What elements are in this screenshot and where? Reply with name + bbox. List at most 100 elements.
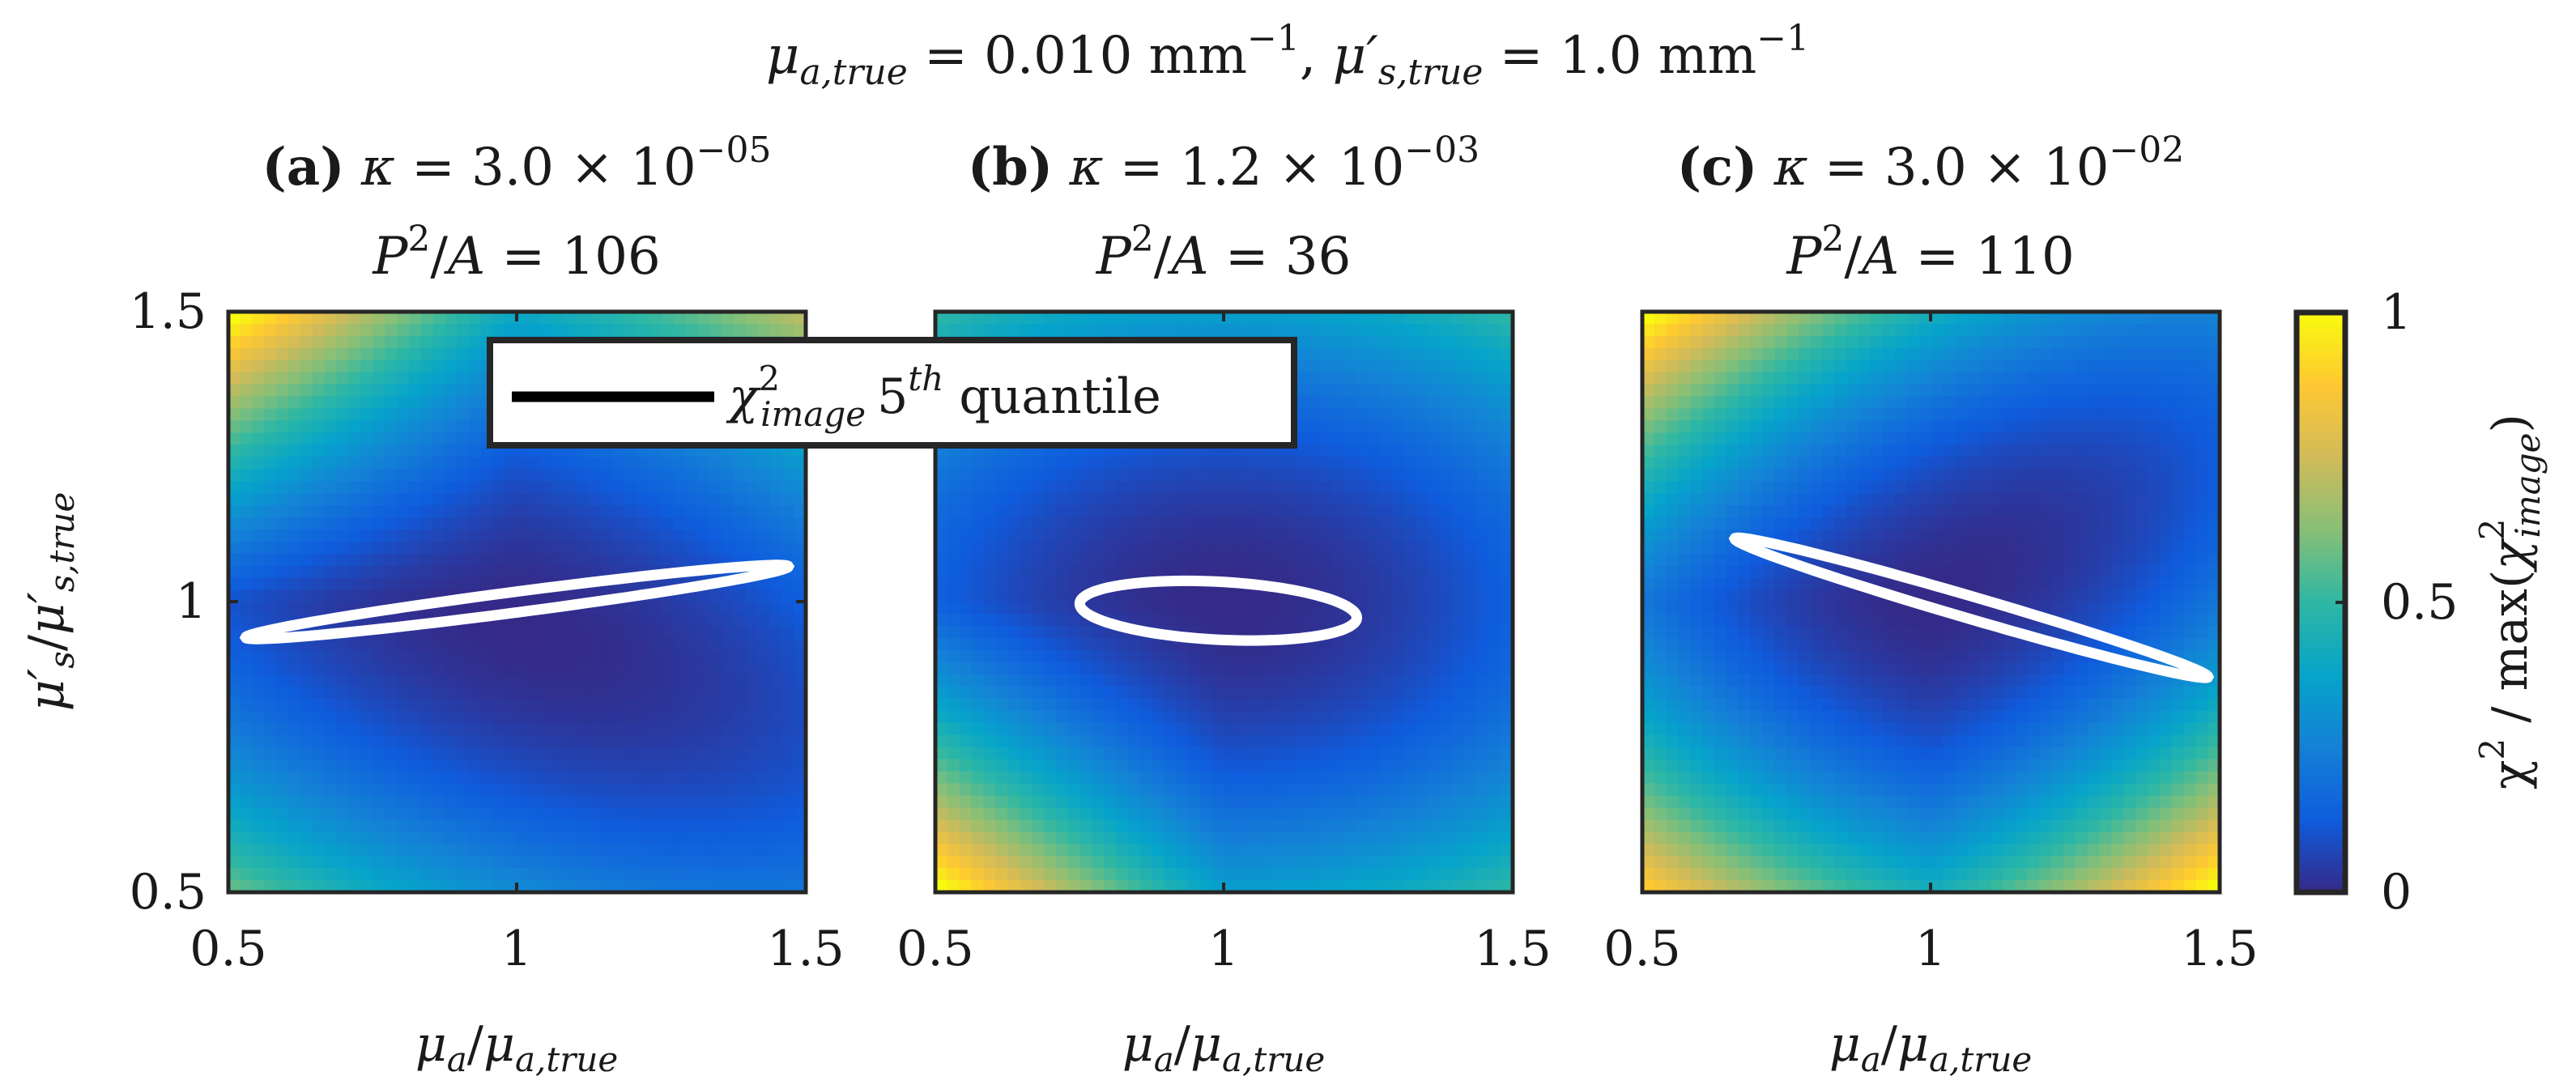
heatmap-cell	[276, 481, 290, 494]
heatmap-cell	[769, 626, 783, 640]
heatmap-cell	[1368, 541, 1382, 555]
heatmap-cell	[1079, 722, 1092, 736]
heatmap-cell	[1248, 553, 1261, 567]
heatmap-cell	[613, 481, 626, 494]
heatmap-cell	[1224, 541, 1237, 555]
heatmap-cell	[995, 577, 1008, 591]
heatmap-cell	[360, 674, 374, 687]
heatmap-cell	[1488, 626, 1501, 640]
heatmap-cell	[1139, 650, 1153, 663]
heatmap-cell	[1260, 517, 1273, 530]
heatmap-cell	[685, 856, 699, 869]
heatmap-cell	[408, 638, 422, 652]
heatmap-cell	[1392, 710, 1406, 724]
heatmap-cell	[959, 638, 973, 652]
heatmap-cell	[1404, 481, 1417, 494]
heatmap-cell	[360, 880, 374, 892]
heatmap-cell	[373, 687, 385, 700]
heatmap-cell	[1476, 529, 1490, 542]
heatmap-cell	[1452, 819, 1466, 833]
heatmap-cell	[457, 807, 470, 821]
heatmap-cell	[288, 481, 301, 494]
heatmap-cell	[1918, 396, 1932, 410]
heatmap-cell	[1822, 396, 1836, 410]
heatmap-cell	[445, 807, 458, 821]
heatmap-cell	[1392, 396, 1406, 410]
heatmap-cell	[1139, 312, 1153, 325]
heatmap-cell	[348, 323, 362, 337]
heatmap-cell	[2208, 359, 2220, 373]
heatmap-cell	[240, 505, 253, 518]
heatmap-cell	[408, 783, 422, 797]
heatmap-cell	[1139, 856, 1153, 869]
heatmap-cell	[1392, 699, 1406, 712]
heatmap-cell	[445, 783, 458, 797]
heatmap-cell	[1368, 807, 1382, 821]
heatmap-cell	[1332, 687, 1345, 700]
heatmap-cell	[1332, 832, 1345, 845]
heatmap-cell	[252, 420, 266, 434]
heatmap-cell	[1859, 347, 1872, 361]
heatmap-cell	[995, 602, 1008, 615]
heatmap-cell	[1308, 493, 1322, 506]
heatmap-cell	[1344, 880, 1357, 892]
heatmap-cell	[983, 614, 997, 627]
heatmap-cell	[1139, 868, 1153, 881]
heatmap-cell	[1139, 662, 1153, 675]
heatmap-cell	[1224, 747, 1237, 760]
heatmap-cell	[517, 565, 530, 579]
heatmap-cell	[396, 577, 410, 591]
heatmap-cell	[1079, 565, 1092, 579]
heatmap-cell	[1296, 408, 1309, 422]
heatmap-cell	[1464, 832, 1478, 845]
heatmap-cell	[312, 529, 326, 542]
heatmap-cell	[2027, 347, 2040, 361]
heatmap-cell	[2063, 359, 2076, 373]
heatmap-cell	[1103, 844, 1117, 857]
heatmap-cell	[445, 771, 458, 785]
heatmap-cell	[336, 359, 350, 373]
heatmap-cell	[385, 807, 398, 821]
heatmap-cell	[661, 819, 675, 833]
heatmap-cell	[288, 589, 301, 603]
heatmap-cell	[769, 699, 783, 712]
heatmap-cell	[971, 565, 985, 579]
heatmap-cell	[1284, 517, 1297, 530]
heatmap-cell	[1380, 614, 1394, 627]
heatmap-cell	[577, 734, 590, 748]
heatmap-cell	[577, 722, 590, 736]
heatmap-cell	[1115, 602, 1129, 615]
heatmap-cell	[348, 771, 362, 785]
heatmap-cell	[360, 372, 374, 385]
heatmap-cell	[252, 650, 266, 663]
heatmap-cell	[1822, 359, 1836, 373]
heatmap-cell	[1440, 807, 1454, 821]
heatmap-cell	[1176, 783, 1189, 797]
heatmap-cell	[1392, 626, 1406, 640]
heatmap-cell	[1404, 493, 1417, 506]
heatmap-cell	[781, 626, 794, 640]
heatmap-cell	[420, 674, 434, 687]
heatmap-cell	[312, 650, 326, 663]
heatmap-cell	[252, 880, 266, 892]
heatmap-cell	[625, 626, 638, 640]
heatmap-cell	[757, 783, 771, 797]
heatmap-cell	[505, 819, 518, 833]
heatmap-cell	[1380, 602, 1394, 615]
heatmap-cell	[1092, 674, 1105, 687]
heatmap-cell	[1332, 517, 1345, 530]
heatmap-cell	[745, 517, 759, 530]
heatmap-cell	[1031, 493, 1045, 506]
heatmap-cell	[1043, 868, 1057, 881]
heatmap-cell	[577, 457, 590, 470]
heatmap-cell	[1248, 844, 1261, 857]
heatmap-cell	[1103, 529, 1117, 542]
heatmap-cell	[505, 687, 518, 700]
heatmap-cell	[348, 493, 362, 506]
heatmap-cell	[373, 372, 385, 385]
heatmap-cell	[1501, 734, 1513, 748]
heatmap-cell	[1031, 844, 1045, 857]
heatmap-cell	[1404, 396, 1417, 410]
heatmap-cell	[492, 868, 506, 881]
heatmap-cell	[1115, 747, 1129, 760]
